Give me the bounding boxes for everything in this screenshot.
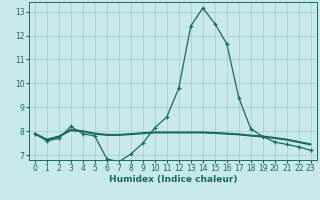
X-axis label: Humidex (Indice chaleur): Humidex (Indice chaleur) — [108, 175, 237, 184]
